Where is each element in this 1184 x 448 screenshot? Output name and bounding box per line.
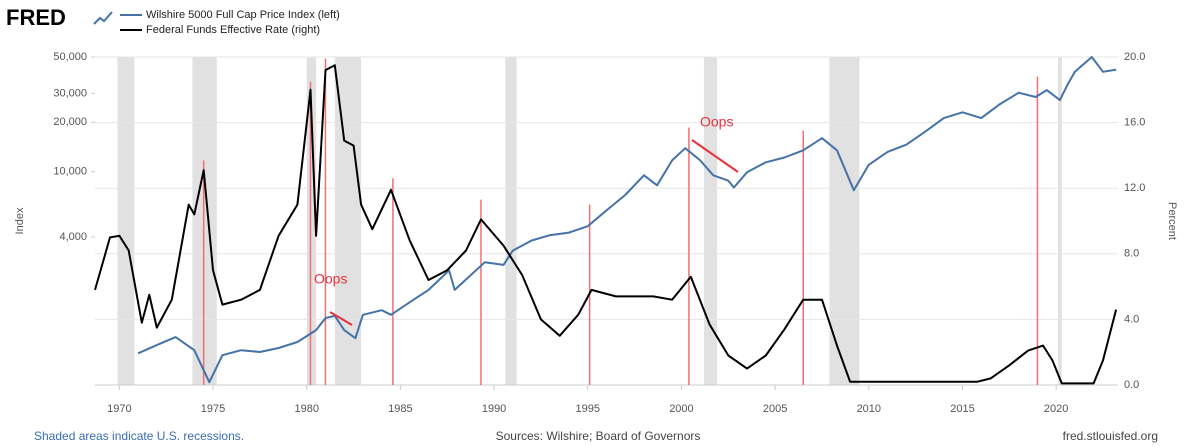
annotation-line [329,311,353,326]
legend-label: Federal Funds Effective Rate (right) [146,24,320,36]
y2-tick-label: 16.0 [1124,117,1145,129]
x-tick-label: 2010 [857,403,881,415]
annotation: Oops [700,114,733,130]
x-tick-label: 2015 [950,403,974,415]
y2-tick-label: 0.0 [1124,379,1139,391]
recession-band [1058,57,1062,385]
y-tick-label: 50,000 [53,51,87,63]
y2-axis-label: Percent [1166,202,1178,240]
x-tick-label: 2020 [1044,403,1068,415]
x-tick-label: 1970 [107,403,131,415]
legend-label: Wilshire 5000 Full Cap Price Index (left… [146,9,340,21]
recession-band [192,57,217,385]
x-tick-label: 2000 [669,403,693,415]
footer-url: fred.stlouisfed.org [1063,429,1158,443]
recession-band [703,57,718,385]
recession-band [117,57,135,385]
annotation: Oops [314,271,347,287]
y-tick-label: 20,000 [53,116,87,128]
y2-tick-label: 12.0 [1124,182,1145,194]
x-tick-label: 1975 [201,403,225,415]
series-line [137,56,1117,384]
recession-band [829,57,860,385]
footer-note: Shaded areas indicate U.S. recessions. [34,429,244,443]
logo: FRED [6,5,66,30]
y2-tick-label: 4.0 [1124,313,1139,325]
y2-tick-label: 20.0 [1124,51,1145,63]
recession-band [505,57,517,385]
x-tick-label: 2005 [763,403,787,415]
y-axis-label: Index [14,207,26,234]
logo-icon [93,11,113,25]
footer-sources: Sources: Wilshire; Board of Governors [496,429,701,443]
y-tick-label: 4,000 [59,231,87,243]
series-line [94,64,1118,385]
annotation-line [691,139,739,173]
x-tick-label: 1985 [388,403,412,415]
recession-band [334,57,362,385]
y2-tick-label: 8.0 [1124,248,1139,260]
y-tick-label: 10,000 [53,166,87,178]
x-tick-label: 1995 [576,403,600,415]
plot: 0.0 4.0 8.0 12.0 16.0 20.0 4,000 10,000 20,000 30… [53,51,1145,415]
y-tick-label: 30,000 [53,87,87,99]
x-tick-label: 1990 [482,403,506,415]
x-tick-label: 1980 [294,403,318,415]
recession-band [306,57,317,385]
